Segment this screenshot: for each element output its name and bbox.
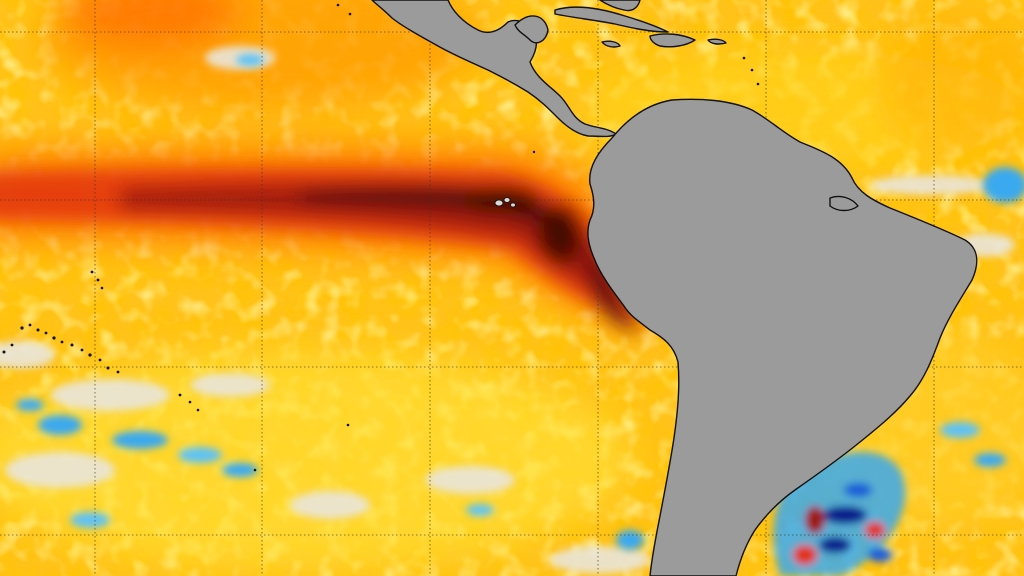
- island-dot: [90, 270, 94, 274]
- warm-atlantic-patch: [880, 10, 1024, 150]
- neutral-patch: [870, 175, 990, 195]
- neutral-patch: [50, 379, 170, 411]
- island-dot: [346, 423, 350, 427]
- cold-eddy: [868, 548, 892, 562]
- land-puerto-rico: [707, 38, 727, 45]
- cool-patch: [38, 415, 82, 435]
- island-galapagos: [503, 197, 511, 203]
- island-dot: [253, 468, 257, 472]
- neutral-patch: [425, 466, 515, 494]
- island-dot: [178, 393, 182, 397]
- cool-patch: [974, 453, 1006, 467]
- island-dot: [70, 343, 74, 347]
- warm-eddy: [805, 506, 825, 534]
- landmasses: [371, 0, 978, 576]
- cool-patch: [236, 54, 264, 66]
- warm-eddy: [793, 545, 817, 565]
- warm-north-patch-2: [60, 0, 240, 50]
- island-dot: [116, 370, 120, 374]
- land-amazon-delta: [829, 195, 859, 212]
- cool-patch: [616, 530, 644, 550]
- island-dot: [532, 150, 536, 154]
- island-dot: [52, 336, 56, 340]
- warm-eddy: [865, 522, 885, 538]
- island-dot: [100, 286, 104, 290]
- warm-core-coastal: [538, 205, 582, 265]
- island-galapagos: [494, 199, 504, 207]
- island-dot: [188, 400, 192, 404]
- island-dot: [196, 408, 200, 412]
- cool-patch: [466, 504, 494, 516]
- cool-patch: [112, 431, 168, 449]
- island-dot: [36, 328, 40, 332]
- island-galapagos: [510, 202, 516, 208]
- island-dot: [756, 82, 760, 86]
- land-south-america: [587, 98, 978, 576]
- island-dot: [742, 56, 746, 60]
- galapagos-islands: [494, 197, 516, 208]
- island-dot: [60, 340, 64, 344]
- land-jamaica: [601, 40, 621, 48]
- neutral-patch: [0, 341, 55, 369]
- island-dot: [750, 68, 754, 72]
- island-dot: [98, 358, 102, 362]
- island-dot: [44, 331, 48, 335]
- cool-patch: [178, 447, 222, 463]
- land-hispaniola: [649, 33, 696, 48]
- land-yucatan: [514, 15, 549, 44]
- cool-patch: [16, 399, 44, 411]
- island-dot: [106, 366, 110, 370]
- island-dot: [96, 278, 100, 282]
- cool-patch: [222, 463, 258, 477]
- neutral-patch: [190, 373, 270, 397]
- island-dot: [10, 343, 14, 347]
- island-dot: [336, 3, 340, 7]
- island-dot: [28, 323, 32, 327]
- neutral-patch: [550, 546, 650, 574]
- land-florida: [599, 0, 641, 12]
- cool-patch: [940, 422, 980, 438]
- island-dot: [348, 12, 352, 16]
- land-cuba: [554, 6, 669, 33]
- cold-eddy: [844, 483, 872, 497]
- island-dot: [80, 348, 84, 352]
- neutral-patch: [5, 452, 115, 488]
- cool-patch-atlantic: [983, 167, 1024, 203]
- island-dot: [20, 326, 24, 330]
- neutral-patch: [290, 491, 370, 519]
- cold-eddy: [823, 506, 867, 524]
- cold-eddy: [819, 537, 851, 553]
- pacific-islands: [2, 3, 760, 472]
- cool-patch: [70, 512, 110, 528]
- island-dot: [88, 353, 92, 357]
- island-dot: [2, 350, 6, 354]
